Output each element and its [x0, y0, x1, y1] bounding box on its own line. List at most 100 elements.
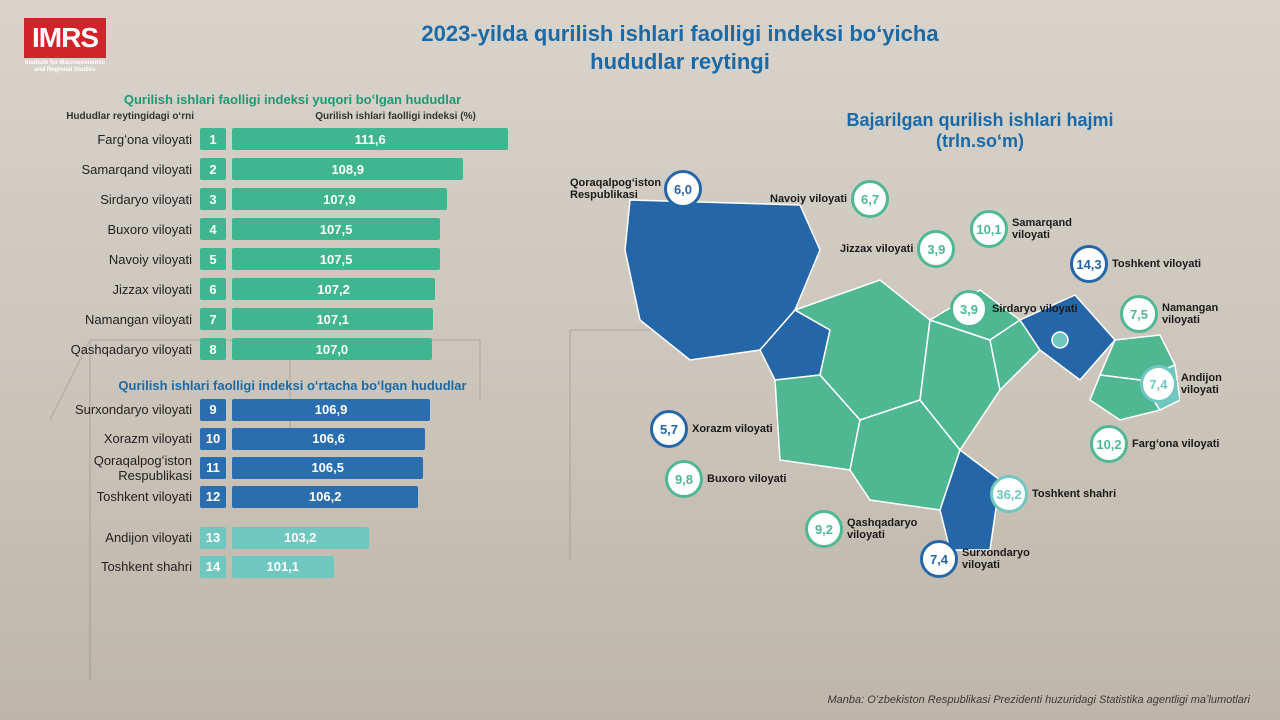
page-title: 2023-yilda qurilish ishlari faolligi ind…	[420, 20, 940, 75]
bar-value: 111,6	[232, 128, 508, 150]
logo-subtitle: Institute for Macroeconomic and Regional…	[22, 60, 108, 73]
bar-rank-badge: 12	[200, 486, 226, 508]
bar-rank-badge: 8	[200, 338, 226, 360]
map-marker-label: Navoiy viloyati	[770, 193, 847, 205]
map-marker-label: Qoraqalpogʻiston Respublikasi	[570, 177, 660, 201]
map-marker: 5,7 Xorazm viloyati	[650, 410, 773, 448]
map-marker: 7,5Namangan viloyati	[1120, 295, 1252, 333]
map-marker-value: 3,9	[917, 230, 955, 268]
bar-value: 107,5	[232, 218, 440, 240]
bar-value: 107,5	[232, 248, 440, 270]
bar-region-label: Jizzax viloyati	[20, 282, 200, 297]
map-marker-value: 10,1	[970, 210, 1008, 248]
bar-region-label: Andijon viloyati	[20, 530, 200, 545]
map-marker-label: Jizzax viloyati	[840, 243, 913, 255]
map-marker-label: Buxoro viloyati	[707, 473, 786, 485]
map-marker: 10,1Samarqand viloyati	[970, 210, 1102, 248]
map-marker: 6,0Qoraqalpogʻiston Respublikasi	[570, 170, 702, 208]
map-marker-label: Qashqadaryo viloyati	[847, 517, 937, 541]
map-marker: 9,2Qashqadaryo viloyati	[805, 510, 937, 548]
bar-row: Buxoro viloyati4 107,5	[20, 216, 565, 242]
map-marker: 7,4Andijon viloyati	[1140, 365, 1260, 403]
map-marker: 7,4Surxondaryo viloyati	[920, 540, 1052, 578]
bar-row: Toshkent viloyati12 106,2	[20, 484, 565, 509]
map-marker: 3,9 Sirdaryo viloyati	[950, 290, 1078, 328]
bar-rank-badge: 4	[200, 218, 226, 240]
bar-value: 107,9	[232, 188, 447, 210]
map-marker: 10,2Fargʻona viloyati	[1090, 425, 1219, 463]
bar-region-label: Navoiy viloyati	[20, 252, 200, 267]
bar-rank-badge: 5	[200, 248, 226, 270]
col-header-index: Qurilish ishlari faolligi indeksi (%)	[226, 111, 565, 122]
bar-region-label: Toshkent shahri	[20, 559, 200, 574]
bar-row: Jizzax viloyati6107,2	[20, 276, 565, 302]
bar-row: Samarqand viloyati2108,9	[20, 156, 565, 182]
logo-text: IMRS	[24, 18, 106, 58]
map-marker-value: 14,3	[1070, 245, 1108, 283]
map-marker-value: 6,7	[851, 180, 889, 218]
bar-row: Toshkent shahri14101,1	[20, 554, 565, 579]
map-marker-value: 3,9	[950, 290, 988, 328]
bar-region-label: Toshkent viloyati	[20, 489, 200, 504]
bar-region-label: Buxoro viloyati	[20, 222, 200, 237]
bar-value: 101,1	[232, 556, 334, 578]
chart-group-title: Qurilish ishlari faolligi indeksi yuqori…	[20, 92, 565, 107]
bar-value: 108,9	[232, 158, 463, 180]
bar-rank-badge: 10	[200, 428, 226, 450]
map-marker: 9,8 Buxoro viloyati	[665, 460, 786, 498]
map-marker-label: Toshkent shahri	[1032, 488, 1116, 500]
bar-rank-badge: 1	[200, 128, 226, 150]
bar-region-label: Surxondaryo viloyati	[20, 402, 200, 417]
map-region	[1052, 332, 1068, 348]
map-marker-value: 7,5	[1120, 295, 1158, 333]
map-marker-label: Sirdaryo viloyati	[992, 303, 1078, 315]
bar-rank-badge: 11	[200, 457, 226, 479]
bar-rank-badge: 2	[200, 158, 226, 180]
col-header-rank: Hududlar reytingidagi oʻrni	[20, 111, 200, 122]
ranking-bar-chart: Qurilish ishlari faolligi indeksi yuqori…	[20, 92, 565, 595]
bar-rank-badge: 3	[200, 188, 226, 210]
bar-value: 106,5	[232, 457, 423, 479]
map-marker-label: Toshkent viloyati	[1112, 258, 1201, 270]
bar-value: 107,2	[232, 278, 435, 300]
bar-row: Navoiy viloyati5 107,5	[20, 246, 565, 272]
bar-region-label: Namangan viloyati	[20, 312, 200, 327]
bar-row: Fargʻona viloyati1111,6	[20, 126, 565, 152]
map-marker-value: 6,0	[664, 170, 702, 208]
map-marker-label: Fargʻona viloyati	[1132, 438, 1219, 450]
map-marker: 3,9 Jizzax viloyati	[840, 230, 955, 268]
map-marker-value: 9,2	[805, 510, 843, 548]
map-marker-value: 9,8	[665, 460, 703, 498]
map-marker-value: 5,7	[650, 410, 688, 448]
map-marker-label: Andijon viloyati	[1181, 372, 1260, 396]
source-citation: Manba: Oʻzbekiston Respublikasi Preziden…	[828, 694, 1251, 706]
bar-value: 103,2	[232, 527, 369, 549]
map-marker-label: Samarqand viloyati	[1012, 217, 1102, 241]
logo: IMRS Institute for Macroeconomic and Reg…	[22, 18, 108, 74]
bar-region-label: Xorazm viloyati	[20, 431, 200, 446]
bar-row: Namangan viloyati7107,1	[20, 306, 565, 332]
bar-region-label: Sirdaryo viloyati	[20, 192, 200, 207]
bar-value: 107,0	[232, 338, 432, 360]
bar-row: Andijon viloyati13 103,2	[20, 525, 565, 550]
map-marker-label: Xorazm viloyati	[692, 423, 773, 435]
bar-value: 106,9	[232, 399, 430, 421]
bar-row: Sirdaryo viloyati3 107,9	[20, 186, 565, 212]
chart-column-headers: Hududlar reytingidagi oʻrni Qurilish ishl…	[20, 111, 565, 122]
bar-row: Qoraqalpogʻiston Respublikasi11 106,5	[20, 455, 565, 480]
map-marker-label: Namangan viloyati	[1162, 302, 1252, 326]
bar-region-label: Qoraqalpogʻiston Respublikasi	[20, 453, 200, 483]
chart-group-title: Qurilish ishlari faolligi indeksi oʻrtac…	[20, 378, 565, 393]
map-panel: Bajarilgan qurilish ishlari hajmi (trln.…	[580, 120, 1260, 680]
bar-rank-badge: 9	[200, 399, 226, 421]
bar-rank-badge: 7	[200, 308, 226, 330]
bar-rank-badge: 13	[200, 527, 226, 549]
bar-row: Qashqadaryo viloyati8 107,0	[20, 336, 565, 362]
bar-row: Xorazm viloyati10 106,6	[20, 426, 565, 451]
map-marker: 6,7 Navoiy viloyati	[770, 180, 889, 218]
bar-value: 106,6	[232, 428, 425, 450]
map-marker: 36,2Toshkent shahri	[990, 475, 1116, 513]
bar-value: 106,2	[232, 486, 418, 508]
map-marker-label: Surxondaryo viloyati	[962, 547, 1052, 571]
bar-region-label: Qashqadaryo viloyati	[20, 342, 200, 357]
